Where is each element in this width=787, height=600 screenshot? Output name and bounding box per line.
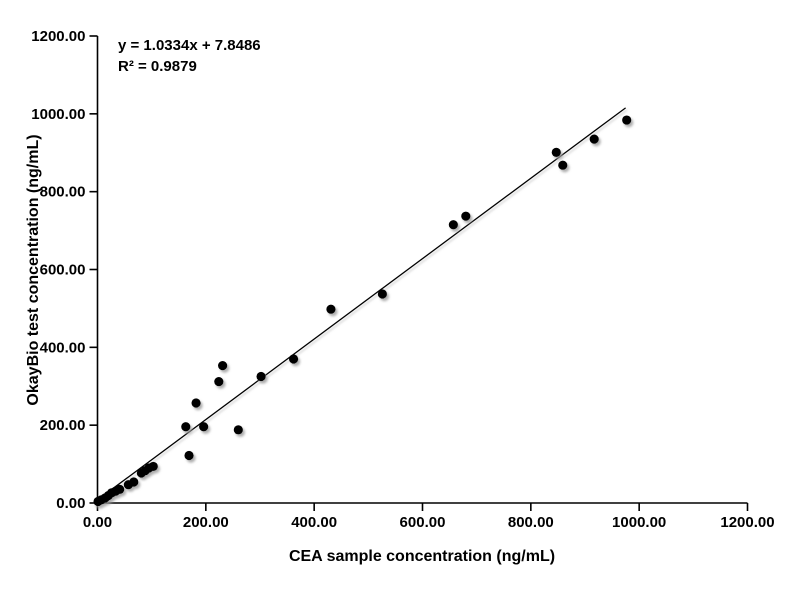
- data-point: [233, 425, 243, 435]
- data-point: [199, 422, 209, 432]
- data-point: [551, 147, 561, 157]
- data-point: [184, 450, 194, 461]
- data-point: [326, 304, 336, 314]
- trendline: [97, 107, 627, 501]
- data-point: [129, 477, 139, 487]
- y-tick-label: 0.00: [56, 495, 85, 512]
- axis-ticks: [89, 35, 749, 511]
- data-points: [93, 115, 632, 507]
- data-point: [377, 289, 388, 299]
- x-tick-label: 1000.00: [612, 514, 666, 531]
- r-squared-label: R² = 0.9879: [118, 58, 197, 75]
- data-point: [558, 160, 568, 170]
- axis-tick-labels: 0.00 200.00 400.00 600.00 800.00 1000.00 1200.…: [31, 28, 774, 531]
- x-tick-label: 1200.00: [720, 514, 774, 531]
- y-axis-title: OkayBio test concentration (ng/mL): [25, 134, 42, 405]
- data-point: [218, 361, 228, 371]
- data-point: [448, 220, 458, 230]
- y-tick-label: 1000.00: [31, 106, 85, 123]
- data-point: [214, 376, 224, 387]
- data-point: [148, 461, 158, 472]
- data-point: [181, 422, 191, 432]
- x-tick-label: 0.00: [83, 514, 112, 531]
- x-tick-label: 200.00: [183, 514, 229, 531]
- y-tick-label: 400.00: [40, 339, 86, 356]
- y-tick-label: 1200.00: [31, 28, 85, 45]
- data-point: [256, 371, 266, 382]
- data-point: [589, 134, 599, 144]
- axes: [96, 36, 748, 504]
- data-point: [622, 115, 632, 125]
- x-tick-label: 400.00: [291, 514, 337, 531]
- trendline-equation-label: y = 1.0334x + 7.8486: [118, 37, 261, 54]
- data-point: [191, 398, 201, 408]
- y-tick-label: 800.00: [40, 184, 86, 201]
- x-tick-label: 800.00: [508, 514, 554, 531]
- trendline-segment: [97, 107, 627, 501]
- data-point: [288, 354, 299, 364]
- y-tick-label: 200.00: [40, 417, 86, 434]
- x-axis-title: CEA sample concentration (ng/mL): [289, 548, 555, 565]
- x-tick-label: 600.00: [400, 514, 446, 531]
- data-point: [115, 484, 125, 494]
- y-tick-label: 600.00: [40, 262, 86, 279]
- data-point: [461, 211, 471, 221]
